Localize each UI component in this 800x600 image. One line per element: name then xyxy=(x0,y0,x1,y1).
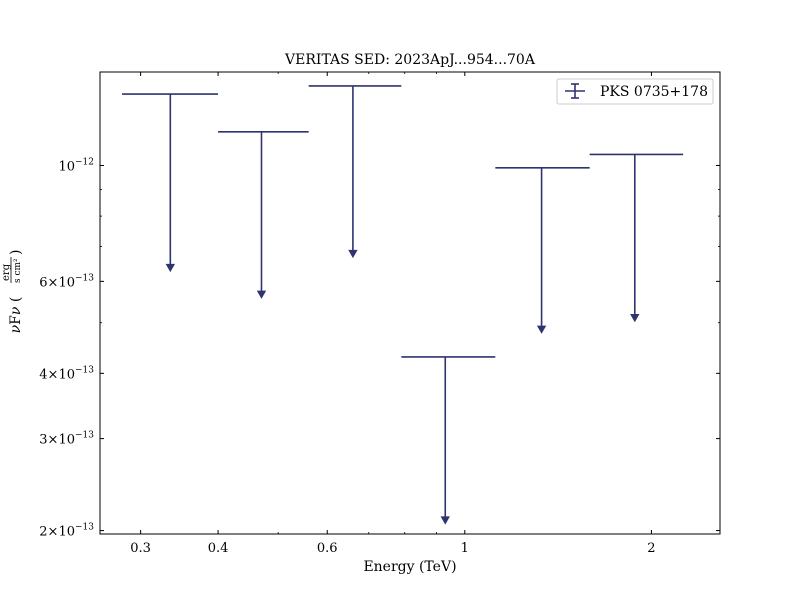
x-tick-label: 0.3 xyxy=(130,541,151,556)
upper-limit-arrow xyxy=(630,314,640,323)
legend-box xyxy=(556,78,714,105)
upper-limit-arrow xyxy=(348,249,358,259)
x-tick-label: 2 xyxy=(647,541,655,556)
chart-title: VERITAS SED: 2023ApJ...954...70A xyxy=(284,52,536,68)
axis-ticks: 0.3 0.4 0.6 1 2 2×10−13 3×10−13 4×10−13 6×10−13 1… xyxy=(39,72,720,556)
upper-limit-arrow xyxy=(536,325,547,334)
upper-limit-point xyxy=(495,166,590,334)
x-tick-label: 0.4 xyxy=(208,541,229,556)
x-tick-label: 1 xyxy=(461,541,469,556)
x-axis-label: Energy (TeV) xyxy=(363,559,456,575)
legend-label: PKS 0735+178 xyxy=(600,84,708,100)
y-tick-label: 4×10−13 xyxy=(39,365,94,382)
y-axis-label: νFν ( erg s cm²) xyxy=(1,250,24,334)
upper-limit-point xyxy=(122,93,219,273)
y-axis-unit-numerator: erg xyxy=(1,263,12,281)
upper-limit-arrow xyxy=(440,516,450,525)
legend-marker-icon xyxy=(565,83,585,99)
y-axis-unit-denominator: s cm² xyxy=(13,258,23,283)
x-tick-label: 0.6 xyxy=(317,541,338,556)
upper-limit-arrow xyxy=(165,263,176,273)
upper-limit-point xyxy=(589,153,684,323)
legend: PKS 0735+178 xyxy=(556,78,714,105)
upper-limit-point xyxy=(308,85,402,259)
y-tick-label: 6×10−13 xyxy=(39,273,94,290)
upper-limit-point xyxy=(401,356,496,525)
y-axis-unit-close: ) xyxy=(8,250,24,255)
y-tick-label: 2×10−13 xyxy=(39,523,94,540)
svg-text:νFν (: νFν ( xyxy=(8,297,24,334)
y-tick-label: 3×10−13 xyxy=(39,431,94,448)
y-tick-label: 10−12 xyxy=(58,157,94,174)
upper-limit-point xyxy=(218,131,309,299)
upper-limit-arrow xyxy=(256,290,267,299)
data-marks xyxy=(122,85,684,525)
axes-frame xyxy=(99,71,721,535)
